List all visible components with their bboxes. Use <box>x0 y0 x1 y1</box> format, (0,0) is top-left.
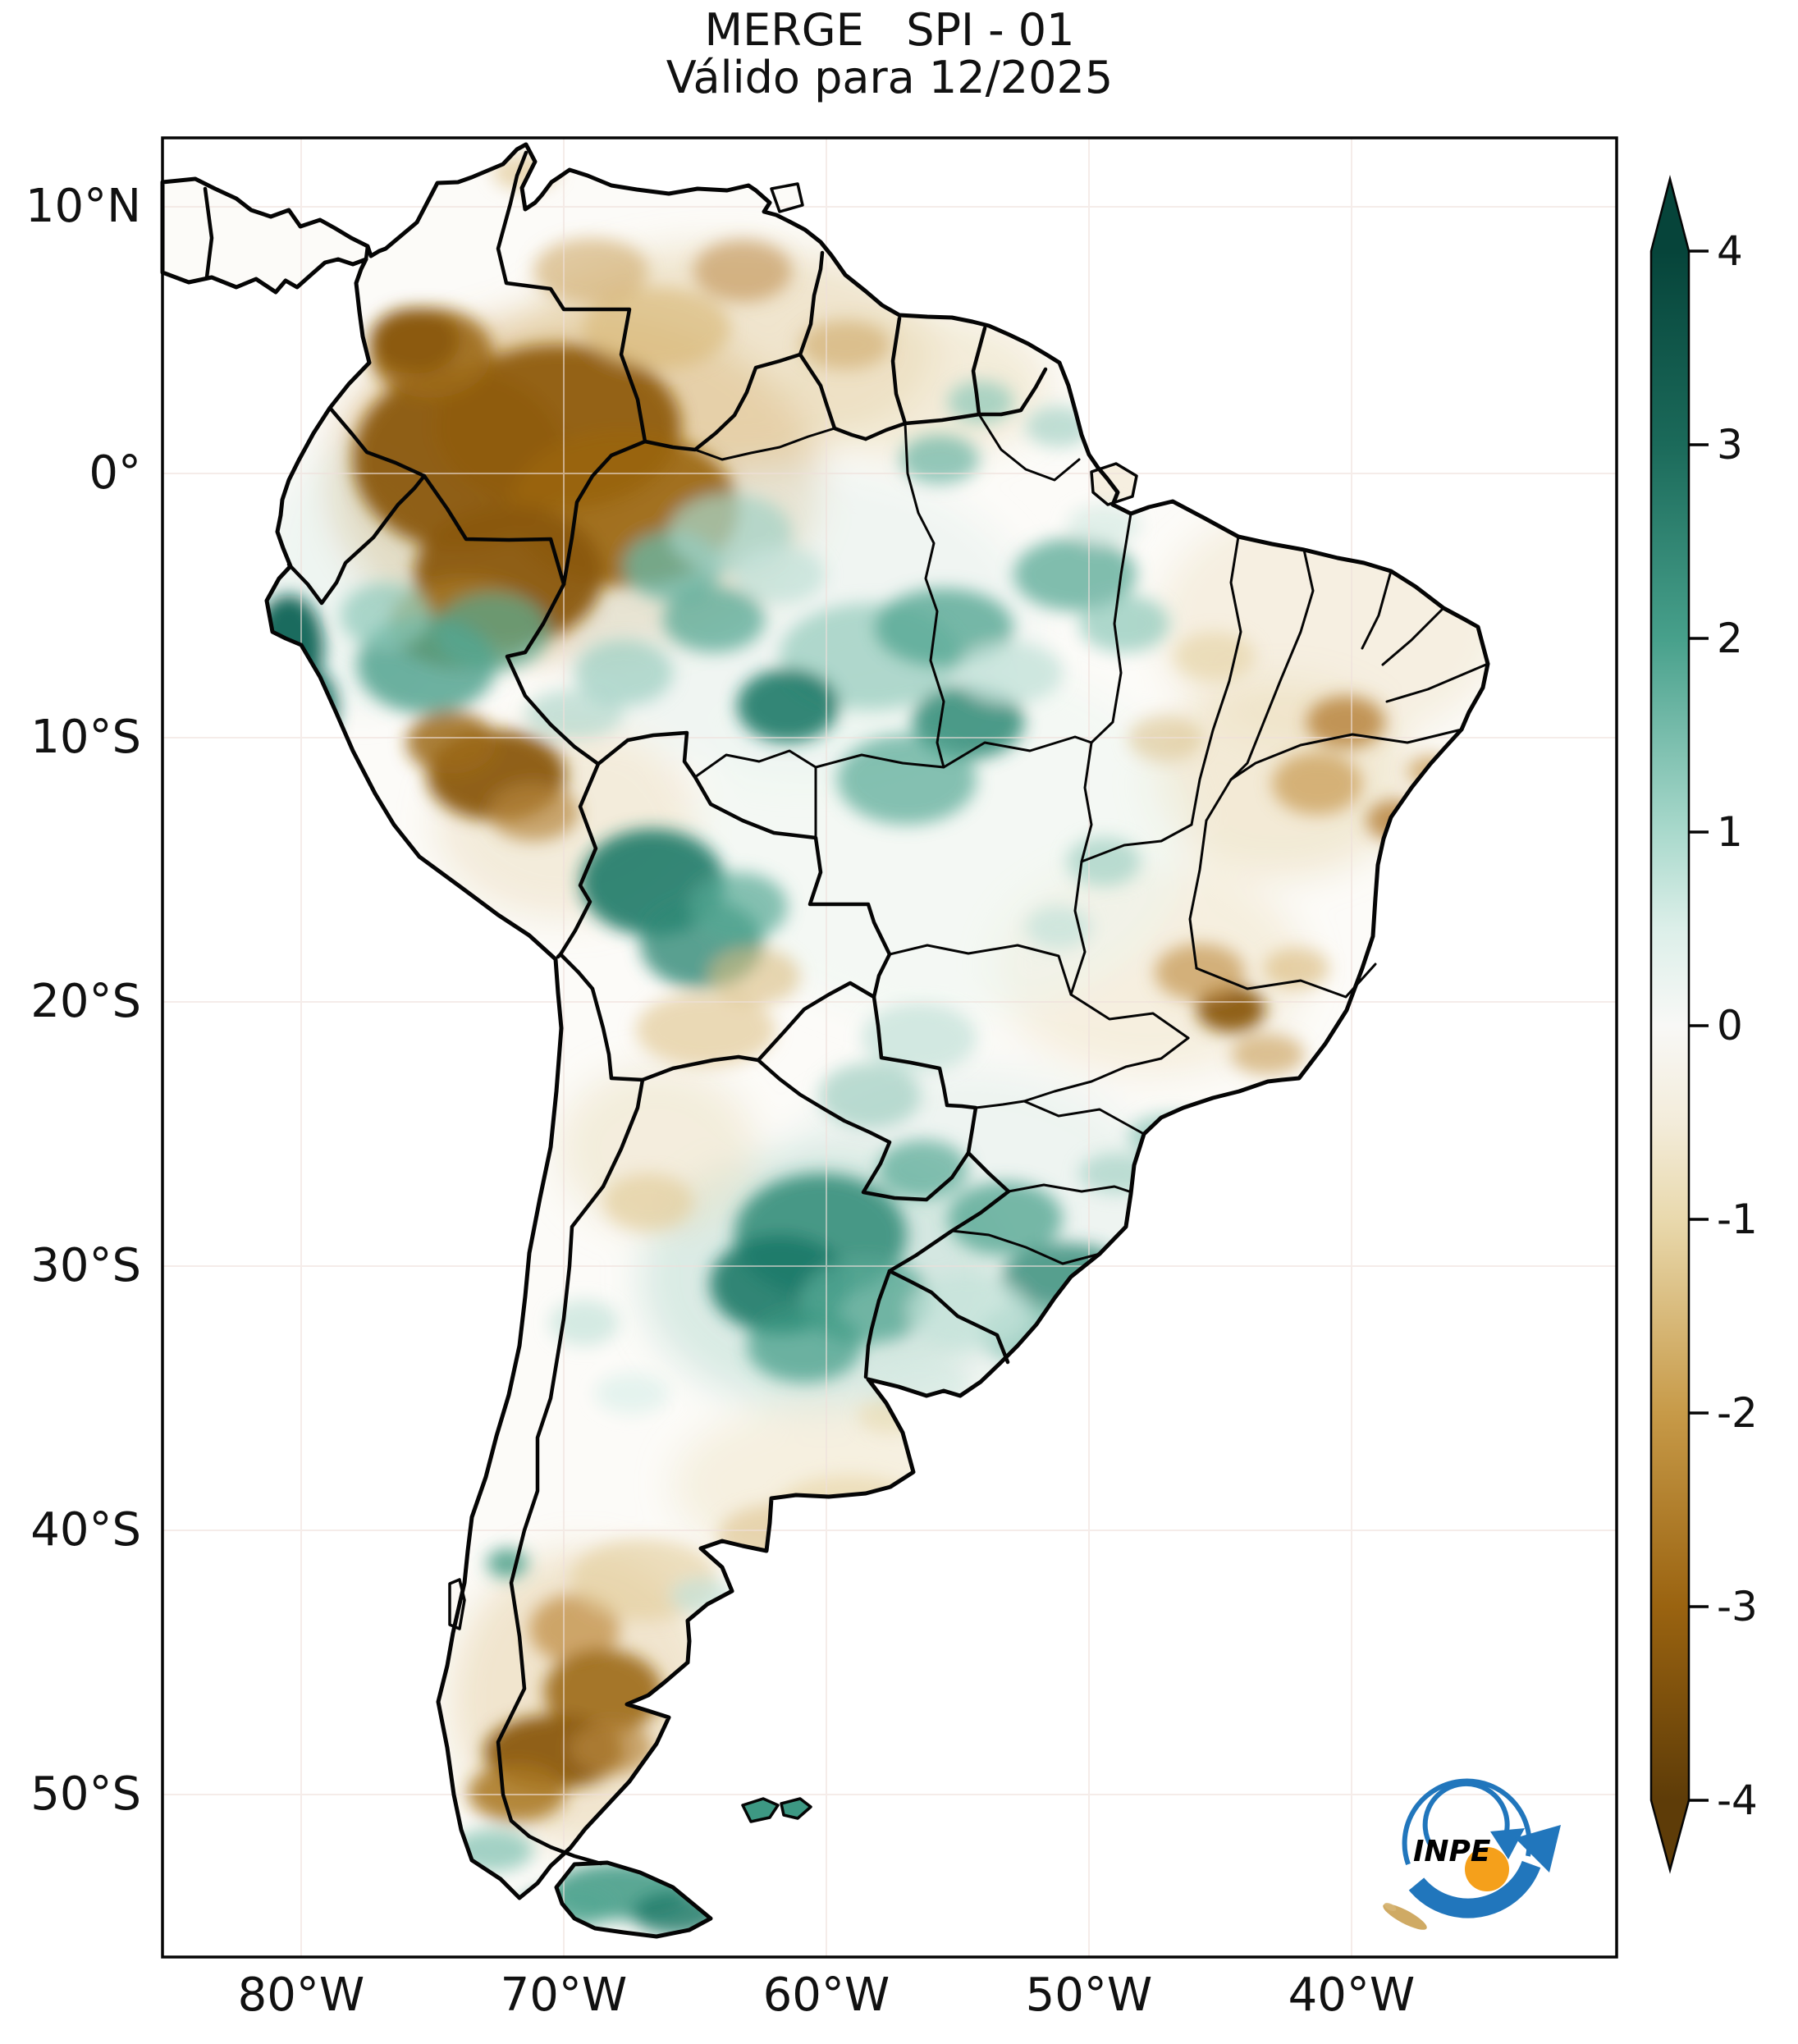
lon-tick-label: 70°W <box>500 1969 628 2022</box>
colorbar-tick-label: -2 <box>1717 1389 1758 1437</box>
state-borders <box>693 413 1489 1265</box>
south-georgia-streak <box>1383 1902 1427 1930</box>
lat-tick-label: 10°N <box>25 180 141 233</box>
colorbar-tick-label: 3 <box>1717 421 1743 469</box>
colorbar-tick-label: -3 <box>1717 1583 1758 1630</box>
colorbar-tick-label: 0 <box>1717 1002 1743 1049</box>
inpe-logo-inner-arc <box>1422 1781 1510 1848</box>
colorbar-arrow-bottom <box>1651 1800 1689 1870</box>
lat-tick-label: 30°S <box>30 1239 141 1292</box>
page-title: MERGE SPI - 01 <box>704 4 1075 56</box>
inpe-logo-orange-ball <box>1465 1847 1509 1891</box>
page-subtitle: Válido para 12/2025 <box>666 52 1114 103</box>
lon-tick-label: 50°W <box>1025 1969 1153 2022</box>
lat-tick-label: 20°S <box>30 975 141 1028</box>
map-frame <box>161 136 1618 1959</box>
lon-tick-label: 80°W <box>237 1969 365 2022</box>
inpe-logo-outer-arc <box>1402 1778 1532 1866</box>
lat-tick-label: 50°S <box>30 1767 141 1821</box>
lon-tick-label: 40°W <box>1288 1969 1416 2022</box>
lat-tick-label: 0° <box>89 446 141 500</box>
lon-tick-label: 60°W <box>762 1969 890 2022</box>
inpe-logo-text: INPE <box>1413 1835 1491 1868</box>
colorbar-ticks <box>1689 249 1709 1802</box>
colorbar-tick-label: 4 <box>1717 227 1743 275</box>
colorbar-arrow-top <box>1651 179 1689 251</box>
inpe-logo-small-arrow <box>1490 1828 1525 1859</box>
colorbar-tick-label: 1 <box>1717 808 1743 856</box>
country-borders <box>203 150 1048 1866</box>
lat-tick-label: 10°S <box>30 711 141 764</box>
inpe-logo: INPE <box>1402 1778 1561 1918</box>
colorbar-gradient <box>1651 251 1689 1800</box>
colorbar-tick-label: 2 <box>1717 615 1743 662</box>
inpe-logo-swoosh <box>1408 1860 1541 1918</box>
lat-tick-label: 40°S <box>30 1503 141 1557</box>
inpe-logo-arrowhead <box>1515 1825 1561 1873</box>
colorbar-tick-label: -1 <box>1717 1196 1758 1243</box>
colorbar-tick-label: -4 <box>1717 1776 1758 1824</box>
colorbar <box>1649 175 1709 1874</box>
